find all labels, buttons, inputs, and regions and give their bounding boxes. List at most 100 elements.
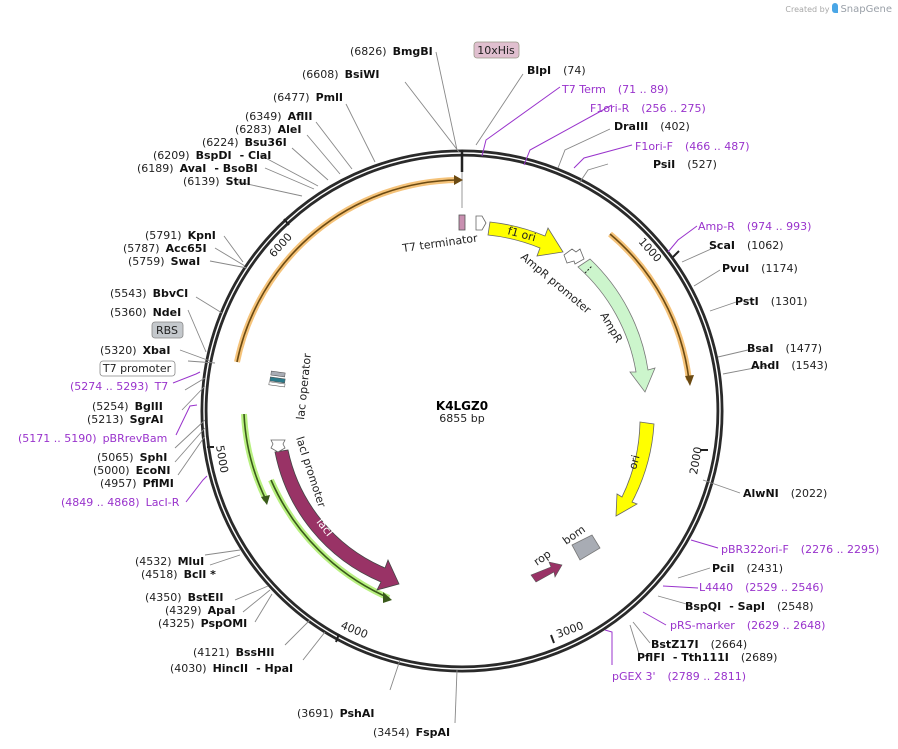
svg-text:(3454)FspAI: (3454) FspAI xyxy=(373,726,450,739)
enzyme-scai[interactable]: ScaI xyxy=(709,239,735,252)
enzyme-pmli[interactable]: PmlI xyxy=(316,91,343,104)
svg-text:AlwNI(2022): AlwNI (2022) xyxy=(743,487,827,500)
enzyme-bmgbi[interactable]: BmgBI xyxy=(393,45,433,58)
ori-feature[interactable] xyxy=(615,421,655,517)
svg-text:(6608)BsiWI: (6608) BsiWI xyxy=(302,68,380,81)
enzyme-hincii[interactable]: HincII xyxy=(213,662,249,675)
enzyme-hpai[interactable]: - HpaI xyxy=(256,662,293,675)
t7-promoter-label: T7 promoter xyxy=(102,362,172,375)
enzyme-ahdi[interactable]: AhdI xyxy=(751,359,779,372)
bom-feature[interactable] xyxy=(571,534,601,561)
svg-text:BlpI(74): BlpI (74) xyxy=(527,64,586,77)
his-tag-box[interactable] xyxy=(473,41,520,59)
enzyme-bglii[interactable]: BglII xyxy=(135,400,163,413)
enzyme-bsiwi[interactable]: BsiWI xyxy=(345,68,380,81)
enzyme-apai[interactable]: ApaI xyxy=(208,604,236,617)
primer-t7[interactable]: (5274 .. 5293) T7 xyxy=(70,380,168,393)
primer-f1ori-f[interactable]: F1ori-F (466 .. 487) xyxy=(635,140,750,153)
enzyme-xbai[interactable]: XbaI xyxy=(143,344,171,357)
primer-amp-r[interactable]: Amp-R (974 .. 993) xyxy=(698,220,811,233)
enzyme-avai[interactable]: AvaI xyxy=(180,162,207,175)
watermark-brand: SnapGene xyxy=(840,4,892,15)
enzyme-pcii[interactable]: PciI xyxy=(712,562,734,575)
snapgene-watermark: Created by SnapGene xyxy=(785,3,892,15)
t7-promoter-box[interactable] xyxy=(99,360,176,377)
enzyme-sapi[interactable]: - SapI xyxy=(729,600,765,613)
enzyme-bspdi[interactable]: BspDI xyxy=(196,149,232,162)
enzyme-mlui[interactable]: MluI xyxy=(178,555,205,568)
enzyme-sgrai[interactable]: SgrAI xyxy=(130,413,164,426)
enzyme-clai[interactable]: - ClaI xyxy=(240,149,272,162)
orf-arcs xyxy=(234,175,694,603)
enzyme-psii[interactable]: PsiI xyxy=(653,158,675,171)
enzyme-kpni[interactable]: KpnI xyxy=(188,229,216,242)
enzyme-acc65i[interactable]: Acc65I xyxy=(166,242,207,255)
enzyme-alei[interactable]: AleI xyxy=(278,123,302,136)
enzyme-psti[interactable]: PstI xyxy=(735,295,759,308)
enzyme-fspai[interactable]: FspAI xyxy=(416,726,451,739)
svg-text:(5213)SgrAI: (5213) SgrAI xyxy=(87,413,163,426)
enzyme-pflfi[interactable]: PflFI xyxy=(637,651,665,664)
enzyme-econi[interactable]: EcoNI xyxy=(136,464,171,477)
enzyme-ndei[interactable]: NdeI xyxy=(153,306,182,319)
ampr-feature[interactable] xyxy=(577,258,656,393)
primer-f1ori-r[interactable]: F1ori-R (256 .. 275) xyxy=(590,102,706,115)
enzyme-bsu36i[interactable]: Bsu36I xyxy=(245,136,287,149)
enzyme-bstz17i[interactable]: BstZ17I xyxy=(651,638,699,651)
enzyme-bsshii[interactable]: BssHII xyxy=(236,646,275,659)
rop-feature[interactable] xyxy=(530,561,563,583)
svg-text:AhdI(1543): AhdI (1543) xyxy=(751,359,828,372)
svg-text:(6189)AvaI- BsoBI: (6189) AvaI - BsoBI xyxy=(137,162,258,175)
enzyme-bsteii[interactable]: BstEII xyxy=(188,591,224,604)
ampr-promoter-feature[interactable] xyxy=(563,248,585,265)
enzyme-aflii[interactable]: AflII xyxy=(288,110,313,123)
svg-text:ScaI(1062): ScaI (1062) xyxy=(709,239,784,252)
laci-feature[interactable] xyxy=(274,449,400,591)
boxed-labels: 10xHis RBS T7 promoter xyxy=(99,41,520,377)
enzyme-tth111i[interactable]: - Tth111I xyxy=(673,651,729,664)
enzyme-swai[interactable]: SwaI xyxy=(171,255,201,268)
svg-text:(4350)BstEII: (4350) BstEII xyxy=(145,591,223,604)
svg-text:PsiI(527): PsiI (527) xyxy=(653,158,717,171)
svg-text:BsaI(1477): BsaI (1477) xyxy=(747,342,822,355)
primer-pbrrevbam[interactable]: (5171 .. 5190) pBRrevBam xyxy=(18,432,167,445)
primer-pbr322ori-f[interactable]: pBR322ori-F (2276 .. 2295) xyxy=(721,543,879,556)
primer-t7-term[interactable]: T7 Term (71 .. 89) xyxy=(561,83,668,96)
rbs-box[interactable] xyxy=(151,321,184,339)
svg-text:(4329)ApaI: (4329) ApaI xyxy=(165,604,235,617)
enzyme-pvui[interactable]: PvuI xyxy=(722,262,749,275)
enzyme-bcli[interactable]: BclI * xyxy=(184,568,217,581)
svg-text:(5254)BglII: (5254) BglII xyxy=(92,400,163,413)
enzyme-stui[interactable]: StuI xyxy=(226,175,251,188)
laci-promoter-feature[interactable] xyxy=(270,439,286,453)
watermark-prefix: Created by xyxy=(785,5,830,14)
enzyme-draiii[interactable]: DraIII xyxy=(614,120,648,133)
svg-text:(6477)PmlI: (6477) PmlI xyxy=(273,91,343,104)
t7-terminator-feature[interactable] xyxy=(458,214,466,231)
enzyme-bspqi[interactable]: BspQI xyxy=(685,600,721,613)
enzyme-bbvci[interactable]: BbvCI xyxy=(153,287,189,300)
primer-laci-r[interactable]: (4849 .. 4868) LacI-R xyxy=(61,496,180,509)
lac-operator-label: lac operator xyxy=(294,352,314,420)
enzyme-pshai[interactable]: PshAI xyxy=(340,707,375,720)
svg-text:(6283)AleI: (6283) AleI xyxy=(235,123,301,136)
enzyme-bsai[interactable]: BsaI xyxy=(747,342,773,355)
f1-ori-feature[interactable] xyxy=(487,221,564,257)
svg-text:(5759)SwaI: (5759) SwaI xyxy=(128,255,200,268)
primer-prs-marker[interactable]: pRS-marker (2629 .. 2648) xyxy=(670,619,825,632)
enzyme-alwni[interactable]: AlwNI xyxy=(743,487,779,500)
enzyme-blpi[interactable]: BlpI xyxy=(527,64,551,77)
ori-label: ori xyxy=(626,454,642,471)
svg-text:PciI(2431): PciI (2431) xyxy=(712,562,783,575)
enzyme-pspomi[interactable]: PspOMI xyxy=(201,617,248,630)
primer-l4440[interactable]: L4440 (2529 .. 2546) xyxy=(699,581,824,594)
enzyme-pflmi[interactable]: PflMI xyxy=(143,477,174,490)
lac-operator-feature[interactable] xyxy=(270,370,286,378)
svg-text:(6349)AflII: (6349) AflII xyxy=(245,110,312,123)
plasmid-length: 6855 bp xyxy=(439,412,484,425)
svg-text:PflFI- Tth111I(2689): PflFI - Tth111I (2689) xyxy=(637,651,777,664)
enzyme-sphi[interactable]: SphI xyxy=(140,451,168,464)
enzyme-bsobi[interactable]: - BsoBI xyxy=(214,162,257,175)
his-tag-label: 10xHis xyxy=(477,44,515,57)
primer-pgex-3[interactable]: pGEX 3' (2789 .. 2811) xyxy=(612,670,746,683)
